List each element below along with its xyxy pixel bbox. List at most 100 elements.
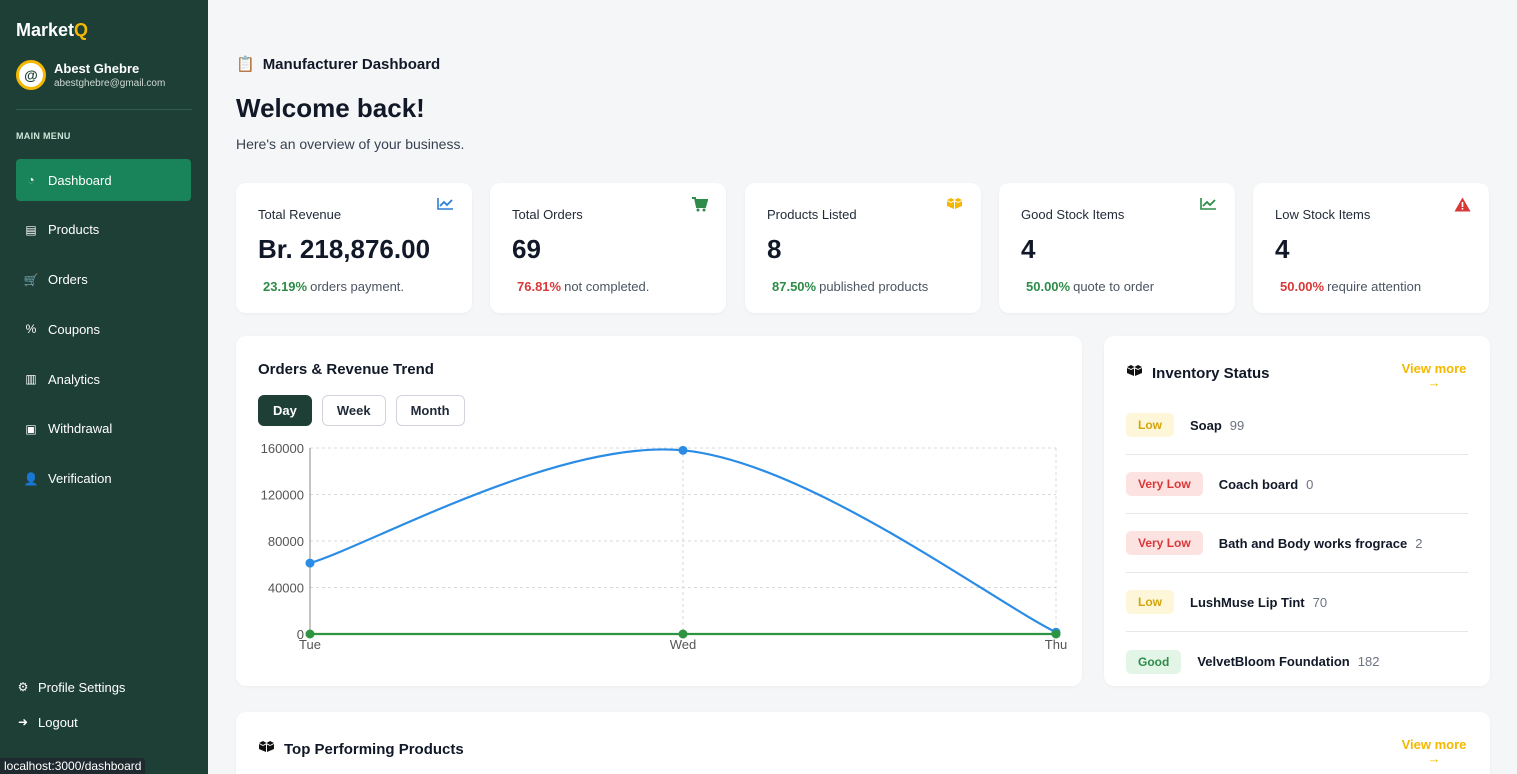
sidebar-item-label: Dashboard (48, 172, 112, 188)
y-tick-label: 120000 (261, 488, 304, 503)
boxes-icon (946, 197, 963, 215)
y-tick-label: 40000 (268, 581, 304, 596)
series-point-2 (678, 629, 688, 639)
sidebar-item-coupons[interactable]: % Coupons (16, 308, 191, 350)
user-profile[interactable]: @ Abest Ghebre abestghebre@gmail.com (16, 60, 165, 90)
stat-note: orders payment. (310, 279, 405, 294)
stock-quantity: 70 (1312, 594, 1328, 610)
status-badge: Low (1126, 413, 1174, 437)
sidebar-item-products[interactable]: ▤ Products (16, 209, 191, 251)
welcome-subtitle: Here's an overview of your business. (236, 136, 465, 152)
sidebar-item-analytics[interactable]: ▥ Analytics (16, 358, 191, 400)
stat-value: 8 (767, 234, 782, 264)
stock-quantity: 182 (1357, 654, 1380, 669)
inventory-view-more-link[interactable]: View more → (1401, 362, 1467, 390)
product-name: Soap (1190, 417, 1222, 433)
sidebar-item-orders[interactable]: 🛒 Orders (16, 259, 191, 301)
status-badge: Very Low (1126, 472, 1203, 496)
toggle-week[interactable]: Week (321, 395, 386, 426)
warning-icon (1454, 197, 1471, 216)
inventory-row[interactable]: Very Low Bath and Body works frograce 2 (1126, 514, 1468, 573)
bottom-menu: ⚙ Profile Settings ➜ Logout (16, 676, 126, 746)
inventory-title-text: Inventory Status (1152, 364, 1270, 382)
stat-note: published products (819, 279, 929, 294)
top-products-title: Top Performing Products (258, 740, 464, 758)
x-tick-label: Thu (1045, 637, 1067, 652)
arrow-right-icon: → (1427, 751, 1441, 766)
sidebar: MarketQ @ Abest Ghebre abestghebre@gmail… (0, 0, 208, 774)
stat-footnote: 23.19% orders payment. (263, 279, 404, 294)
cart-icon (691, 197, 709, 216)
stat-footnote: 87.50% published products (772, 279, 928, 294)
sidebar-item-label: Orders (48, 272, 88, 288)
stat-footnote: 50.00% require attention (1280, 279, 1421, 294)
stat-label: Total Orders (512, 207, 583, 222)
boxes-icon: ▤ (25, 222, 37, 237)
brand-logo[interactable]: MarketQ (16, 20, 88, 41)
sidebar-item-profile-settings[interactable]: ⚙ Profile Settings (16, 676, 126, 698)
cart-icon: 🛒 (23, 272, 39, 287)
y-tick-label: 160000 (261, 441, 304, 456)
stat-card-products-listed: Products Listed 8 87.50% published products (745, 183, 981, 313)
stat-card-low-stock-items: Low Stock Items 4 50.00% require attention (1253, 183, 1489, 313)
stat-label: Low Stock Items (1275, 207, 1371, 222)
avatar: @ (16, 60, 46, 90)
sidebar-item-label: Products (48, 222, 100, 238)
gear-icon: ⚙ (17, 680, 29, 694)
sidebar-item-label: Logout (38, 714, 78, 730)
money-icon: ▣ (25, 421, 37, 436)
brand-name: Market (16, 20, 75, 40)
series-point-1 (305, 558, 315, 568)
sidebar-divider (16, 109, 192, 110)
inventory-row[interactable]: Very Low Coach board 0 (1126, 455, 1468, 514)
inventory-row[interactable]: Low Soap 99 (1126, 396, 1468, 455)
sidebar-item-label: Coupons (48, 321, 101, 337)
bar-chart-icon: ▥ (25, 372, 37, 387)
toggle-month[interactable]: Month (395, 395, 465, 426)
stat-value: 4 (1021, 234, 1036, 264)
inventory-view-more-label: View more (1401, 361, 1467, 376)
top-products-card: Top Performing Products View more → (236, 712, 1490, 774)
stat-value: 4 (1275, 234, 1290, 264)
stat-value: 69 (512, 234, 541, 264)
y-tick-label: 80000 (268, 534, 304, 549)
product-name: LushMuse Lip Tint (1190, 594, 1305, 610)
stat-note: require attention (1327, 279, 1422, 294)
stat-percent: 76.81% (517, 279, 562, 294)
sidebar-item-label: Analytics (48, 371, 101, 387)
chart-period-toggles: Day Week Month (258, 395, 465, 426)
trend-up-icon (1200, 197, 1217, 214)
x-tick-label: Wed (670, 637, 697, 652)
boxes-icon (258, 740, 275, 758)
stat-footnote: 50.00% quote to order (1026, 279, 1154, 294)
stat-label: Good Stock Items (1021, 207, 1125, 222)
clipboard-icon: 📋 (236, 56, 255, 73)
sidebar-item-dashboard[interactable]: ◔ Dashboard (16, 159, 191, 201)
arrow-right-icon: → (1427, 375, 1441, 390)
inventory-row[interactable]: Low LushMuse Lip Tint 70 (1126, 573, 1468, 632)
sidebar-item-logout[interactable]: ➜ Logout (16, 711, 125, 733)
stat-card-total-orders: Total Orders 69 76.81% not completed. (490, 183, 726, 313)
user-check-icon: 👤 (23, 471, 39, 486)
sidebar-item-label: Verification (48, 471, 112, 487)
toggle-day[interactable]: Day (258, 395, 312, 426)
inventory-list: Low Soap 99 Very Low Coach board 0 Very Low Bat… (1126, 396, 1468, 691)
sidebar-item-withdrawal[interactable]: ▣ Withdrawal (16, 408, 191, 450)
stat-label: Total Revenue (258, 207, 342, 222)
status-url: localhost:3000/dashboard (0, 758, 146, 774)
sidebar-item-label: Withdrawal (48, 421, 113, 437)
trend-up-icon (437, 197, 454, 214)
stat-label: Products Listed (767, 207, 857, 222)
top-products-view-more-link[interactable]: View more → (1401, 738, 1467, 766)
inventory-row[interactable]: Good VelvetBloom Foundation 182 (1126, 632, 1468, 691)
product-name: Bath and Body works frograce (1218, 535, 1408, 551)
orders-revenue-chart-card: Orders & Revenue Trend Day Week Month 0 400… (236, 336, 1082, 686)
stat-percent: 50.00% (1026, 279, 1071, 294)
inventory-title: Inventory Status (1126, 364, 1270, 382)
sidebar-item-verification[interactable]: 👤 Verification (16, 458, 191, 500)
main-menu: ◔ Dashboard ▤ Products 🛒 Orders % Coupons ▥ Analy… (16, 159, 191, 508)
stat-percent: 23.19% (263, 279, 308, 294)
status-badge: Low (1126, 590, 1174, 614)
chart-title: Orders & Revenue Trend (258, 361, 434, 378)
sidebar-item-label: Profile Settings (38, 679, 126, 695)
